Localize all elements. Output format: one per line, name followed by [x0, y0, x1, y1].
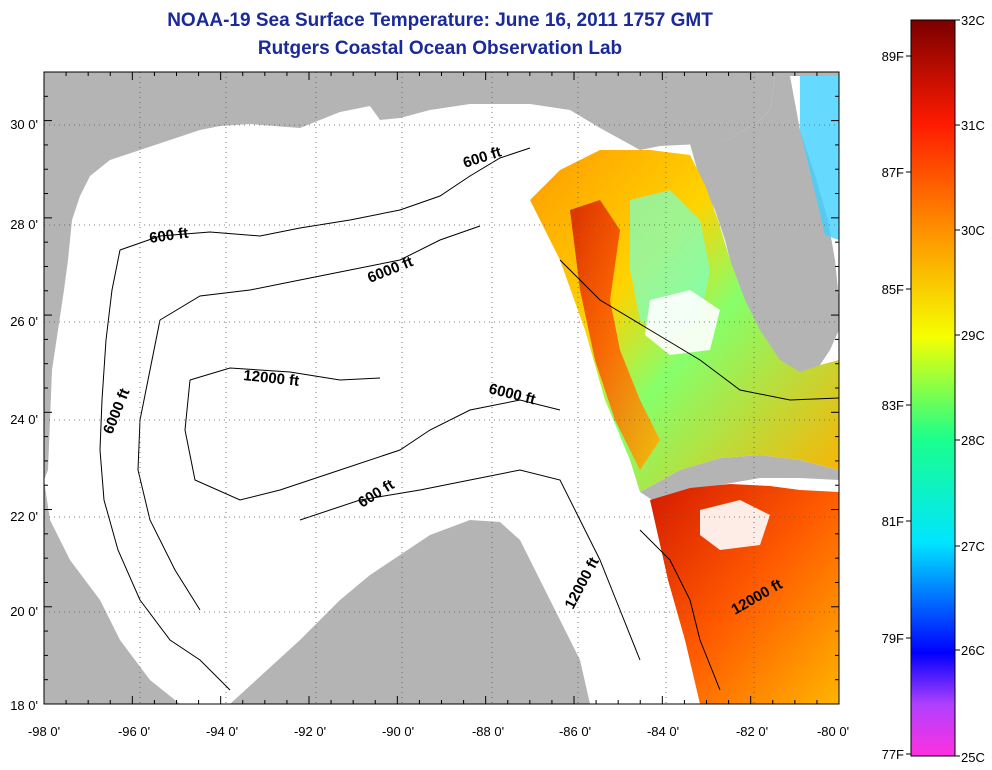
lat-tick-label: 24 0' [10, 412, 38, 427]
contour-label: 12000 ft [243, 367, 300, 390]
land-mexico [44, 480, 180, 704]
lon-tick-label: -92 0' [294, 724, 326, 739]
land-us [44, 72, 839, 480]
colorbar: 32C 31C 30C 29C 28C 27C 26C 25C 89F 87F … [882, 13, 985, 765]
map-subtitle: Rutgers Coastal Ocean Observation Lab [257, 38, 623, 59]
sst-warm-band [570, 200, 660, 470]
lat-tick-label: 28 0' [10, 217, 38, 232]
colorbar-c-label: 28C [961, 433, 985, 448]
colorbar-c-label: 25C [961, 750, 985, 765]
lon-tick-label: -96 0' [118, 724, 150, 739]
colorbar-f-label: 81F [882, 514, 904, 529]
cloud-patch-2 [700, 500, 770, 550]
sst-florida-east [800, 76, 839, 240]
lon-axis: -98 0' -96 0' -94 0' -92 0' -90 0' -88 0… [28, 724, 849, 739]
land-florida [690, 76, 839, 375]
contour-label: 600 ft [148, 225, 189, 247]
colorbar-gradient [910, 19, 956, 757]
colorbar-f-label: 83F [882, 398, 904, 413]
lat-axis: 30 0' 28 0' 26 0' 24 0' 22 0' 20 0' 18 0… [10, 117, 38, 713]
lon-tick-label: -88 0' [472, 724, 504, 739]
colorbar-f-label: 79F [882, 631, 904, 646]
colorbar-c-label: 30C [961, 223, 985, 238]
bathymetry-contours [99, 147, 839, 691]
colorbar-c-label: 29C [961, 328, 985, 343]
lat-tick-label: 20 0' [10, 604, 38, 619]
graticule [44, 72, 839, 704]
colorbar-c-label: 27C [961, 539, 985, 554]
lat-tick-label: 22 0' [10, 509, 38, 524]
lon-tick-label: -90 0' [382, 724, 414, 739]
colorbar-f-label: 89F [882, 49, 904, 64]
lon-tick-label: -94 0' [206, 724, 238, 739]
lat-tick-label: 26 0' [10, 314, 38, 329]
lon-tick-label: -86 0' [559, 724, 591, 739]
colorbar-f-label: 85F [882, 282, 904, 297]
map-title: NOAA-19 Sea Surface Temperature: June 16… [167, 10, 713, 31]
colorbar-f-label: 87F [882, 165, 904, 180]
lon-tick-label: -80 0' [817, 724, 849, 739]
lon-tick-label: -84 0' [647, 724, 679, 739]
sst-south-swath [650, 484, 839, 704]
colorbar-f-label: 77F [882, 747, 904, 762]
lon-tick-label: -82 0' [736, 724, 768, 739]
lat-tick-label: 18 0' [10, 698, 38, 713]
colorbar-c-label: 26C [961, 643, 985, 658]
lon-tick-label: -98 0' [28, 724, 60, 739]
colorbar-c-label: 32C [961, 13, 985, 28]
axis-ticks [43, 71, 840, 705]
lat-tick-label: 30 0' [10, 117, 38, 132]
colorbar-c-label: 31C [961, 118, 985, 133]
